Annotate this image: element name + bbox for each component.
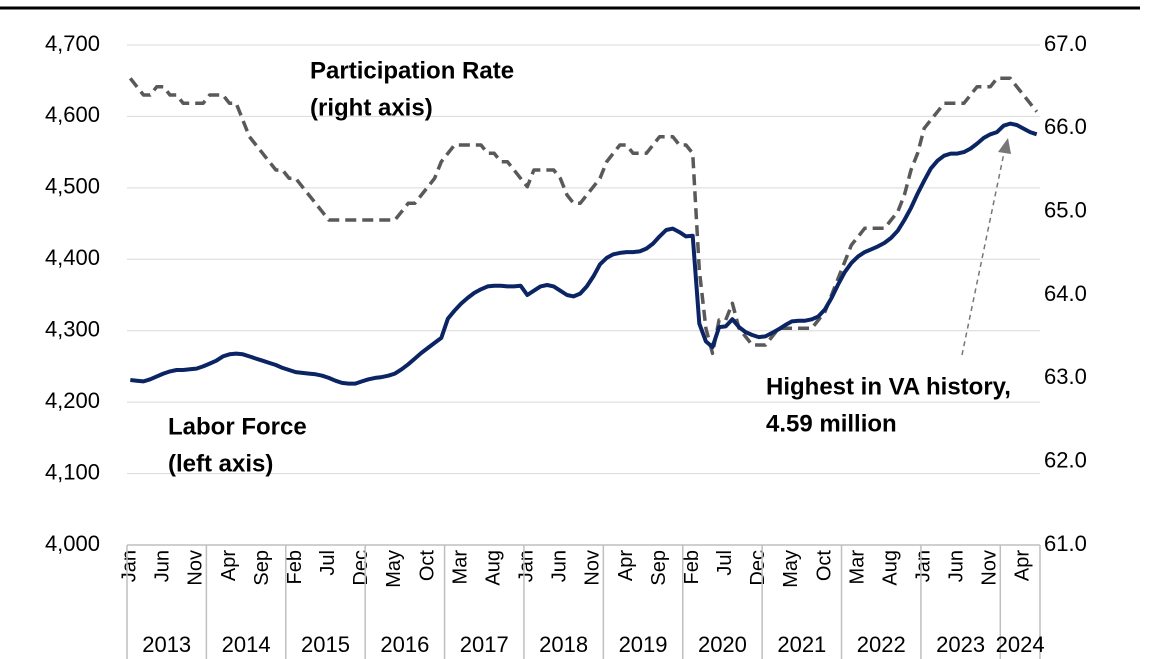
x-tick-label: Jun <box>946 550 968 582</box>
series-axis-label: (left axis) <box>168 450 273 477</box>
y2-tick-label: 65.0 <box>1044 197 1087 222</box>
year-label: 2018 <box>539 632 588 657</box>
x-tick-label: Mar <box>449 550 471 585</box>
x-tick-label: Feb <box>681 550 703 584</box>
y2-tick-label: 66.0 <box>1044 114 1087 139</box>
year-label: 2019 <box>619 632 668 657</box>
annotation: 4.59 million <box>766 410 897 437</box>
series-line <box>130 121 1038 386</box>
year-label: 2021 <box>777 632 826 657</box>
series-label: Labor Force <box>168 413 307 440</box>
x-tick-label: Sep <box>251 550 273 586</box>
year-label: 2013 <box>142 632 191 657</box>
x-tick-label: Jul <box>317 550 339 576</box>
y-tick-label: 4,600 <box>45 102 100 127</box>
x-tick-label: Apr <box>615 550 637 581</box>
x-tick-label: Nov <box>582 550 604 586</box>
y-tick-label: 4,300 <box>45 317 100 342</box>
series-line <box>128 76 1039 356</box>
year-label: 2014 <box>222 632 271 657</box>
year-label: 2020 <box>698 632 747 657</box>
y-tick-label: 4,400 <box>45 245 100 270</box>
x-tick-label: Jan <box>913 550 935 582</box>
y2-tick-label: 62.0 <box>1044 447 1087 472</box>
y-tick-label: 4,500 <box>45 174 100 199</box>
x-tick-label: Dec <box>747 550 769 586</box>
arrow-head <box>998 138 1011 154</box>
x-tick-label: Jun <box>152 550 174 582</box>
x-tick-label: May <box>780 550 802 588</box>
year-label: 2016 <box>380 632 429 657</box>
x-tick-label: Sep <box>648 550 670 586</box>
y-tick-label: 4,000 <box>45 531 100 556</box>
x-tick-label: Mar <box>846 550 868 585</box>
annotation: Highest in VA history, <box>766 373 1011 400</box>
y2-tick-label: 64.0 <box>1044 281 1087 306</box>
annotation-arrow <box>961 147 1006 356</box>
x-tick-label: Oct <box>813 550 835 582</box>
series-label: Participation Rate <box>310 57 514 84</box>
series-axis-label: (right axis) <box>310 94 433 121</box>
x-tick-label: May <box>383 550 405 588</box>
year-label: 2022 <box>857 632 906 657</box>
x-tick-label: Feb <box>284 550 306 584</box>
x-tick-label: Apr <box>1012 550 1034 581</box>
x-tick-label: Nov <box>185 550 207 586</box>
y2-tick-label: 61.0 <box>1044 531 1087 556</box>
x-tick-label: Jun <box>549 550 571 582</box>
year-label: 2017 <box>460 632 509 657</box>
x-tick-label: Aug <box>879 550 901 586</box>
year-label: 2024 <box>996 632 1045 657</box>
x-tick-label: Jan <box>516 550 538 582</box>
x-tick-label: Aug <box>482 550 504 586</box>
y-tick-label: 4,200 <box>45 388 100 413</box>
y-tick-label: 4,700 <box>45 31 100 56</box>
x-tick-label: Jan <box>119 550 141 582</box>
y-tick-label: 4,100 <box>45 459 100 484</box>
x-tick-label: Apr <box>218 550 240 581</box>
x-tick-label: Oct <box>416 550 438 582</box>
x-tick-label: Jul <box>714 550 736 576</box>
year-label: 2015 <box>301 632 350 657</box>
x-tick-label: Nov <box>979 550 1001 586</box>
y2-tick-label: 63.0 <box>1044 364 1087 389</box>
y2-tick-label: 67.0 <box>1044 31 1087 56</box>
x-tick-label: Dec <box>350 550 372 586</box>
year-label: 2023 <box>936 632 985 657</box>
